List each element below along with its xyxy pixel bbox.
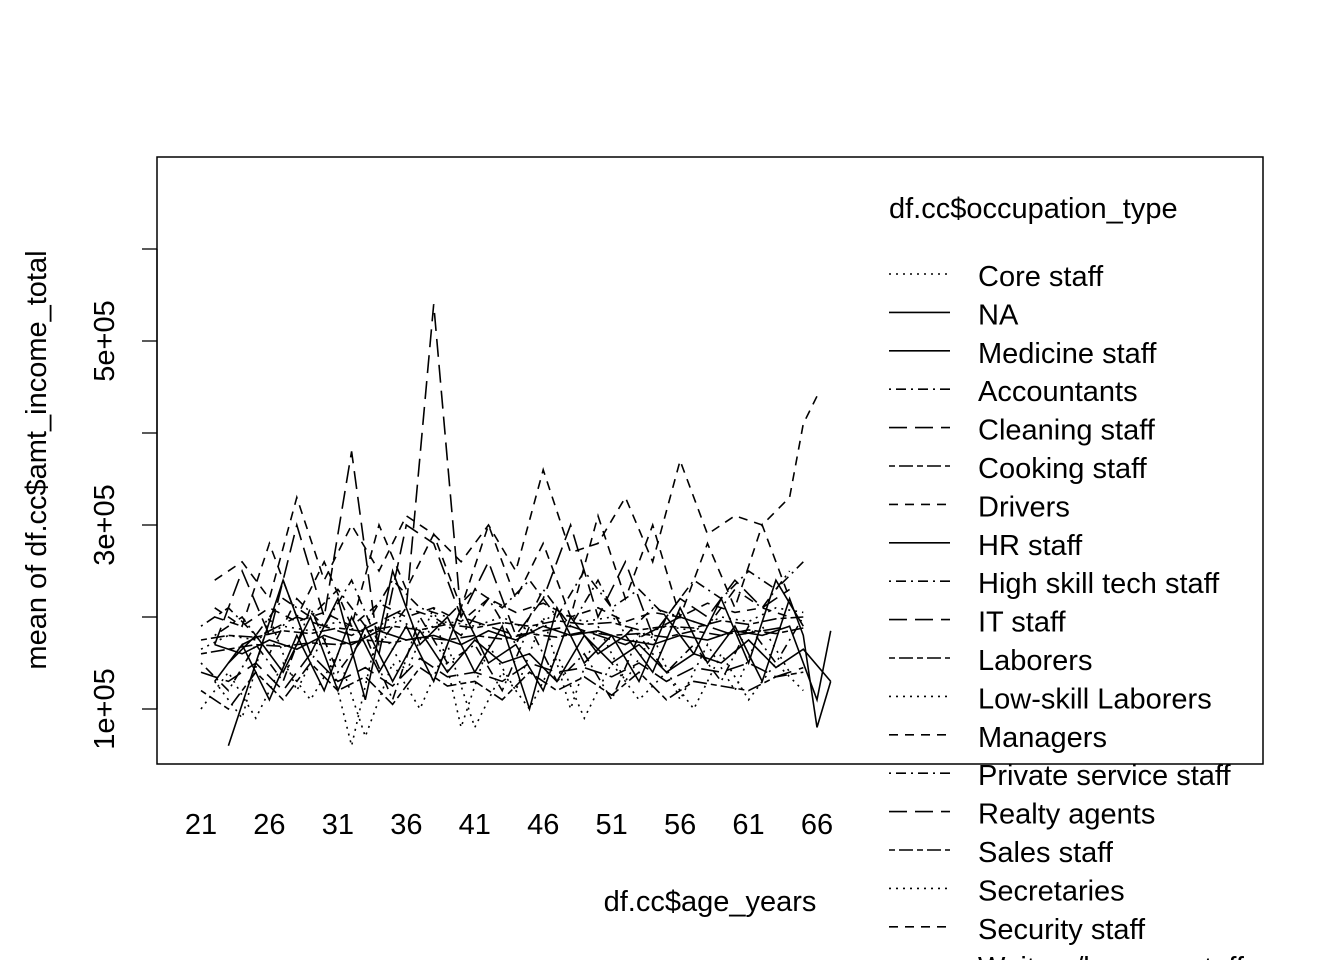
legend-label: Realty agents — [978, 799, 1155, 831]
y-tick-label: 3e+05 — [89, 484, 121, 565]
legend-title: df.cc$occupation_type — [889, 193, 1178, 225]
legend-label: Security staff — [978, 914, 1146, 946]
legend-label: HR staff — [978, 530, 1083, 562]
legend-label: Medicine staff — [978, 338, 1157, 370]
series-line — [214, 513, 791, 629]
x-tick-label: 21 — [185, 809, 217, 841]
legend-label: Waiters/barmen staff — [978, 952, 1245, 960]
legend-label: Managers — [978, 722, 1107, 754]
series-line — [214, 597, 790, 628]
legend-label: Secretaries — [978, 875, 1125, 907]
x-tick-label: 36 — [390, 809, 422, 841]
legend-label: Cleaning staff — [978, 415, 1156, 447]
legend-label: Accountants — [978, 376, 1138, 408]
x-axis: 21 26 31 36 41 46 51 56 61 66 — [185, 809, 833, 841]
legend-label: Cooking staff — [978, 453, 1148, 485]
y-axis: 1e+05 3e+05 5e+05 — [89, 248, 158, 750]
x-tick-label: 41 — [459, 809, 491, 841]
legend-label: NA — [978, 299, 1019, 331]
x-tick-label: 56 — [664, 809, 696, 841]
legend-label: Sales staff — [978, 837, 1114, 869]
legend-label: Low-skill Laborers — [978, 683, 1212, 715]
x-tick-label: 31 — [322, 809, 354, 841]
y-axis-label: mean of df.cc$amt_income_total — [21, 250, 53, 669]
series-line — [200, 561, 804, 637]
y-tick-label: 5e+05 — [89, 300, 121, 381]
x-tick-label: 61 — [732, 809, 764, 841]
legend-label: Drivers — [978, 491, 1070, 523]
x-tick-label: 66 — [801, 809, 833, 841]
series-line — [213, 451, 791, 654]
series-line — [214, 395, 818, 601]
x-axis-label: df.cc$age_years — [604, 886, 817, 918]
x-tick-label: 26 — [253, 809, 285, 841]
legend-label: IT staff — [978, 607, 1067, 639]
legend: df.cc$occupation_type Core staff NA Medici… — [889, 193, 1245, 960]
series-line — [200, 652, 804, 692]
series-line — [214, 596, 832, 728]
legend-label: High skill tech staff — [978, 568, 1220, 600]
x-tick-label: 46 — [527, 809, 559, 841]
series-line — [214, 570, 791, 656]
legend-label: Private service staff — [978, 760, 1231, 792]
series-layer — [200, 304, 832, 747]
legend-label: Laborers — [978, 645, 1092, 677]
series-line — [200, 661, 804, 711]
series-line — [200, 616, 804, 641]
x-tick-label: 51 — [596, 809, 628, 841]
legend-label: Core staff — [978, 261, 1104, 293]
series-line — [241, 304, 790, 646]
y-tick-label: 1e+05 — [89, 668, 121, 749]
